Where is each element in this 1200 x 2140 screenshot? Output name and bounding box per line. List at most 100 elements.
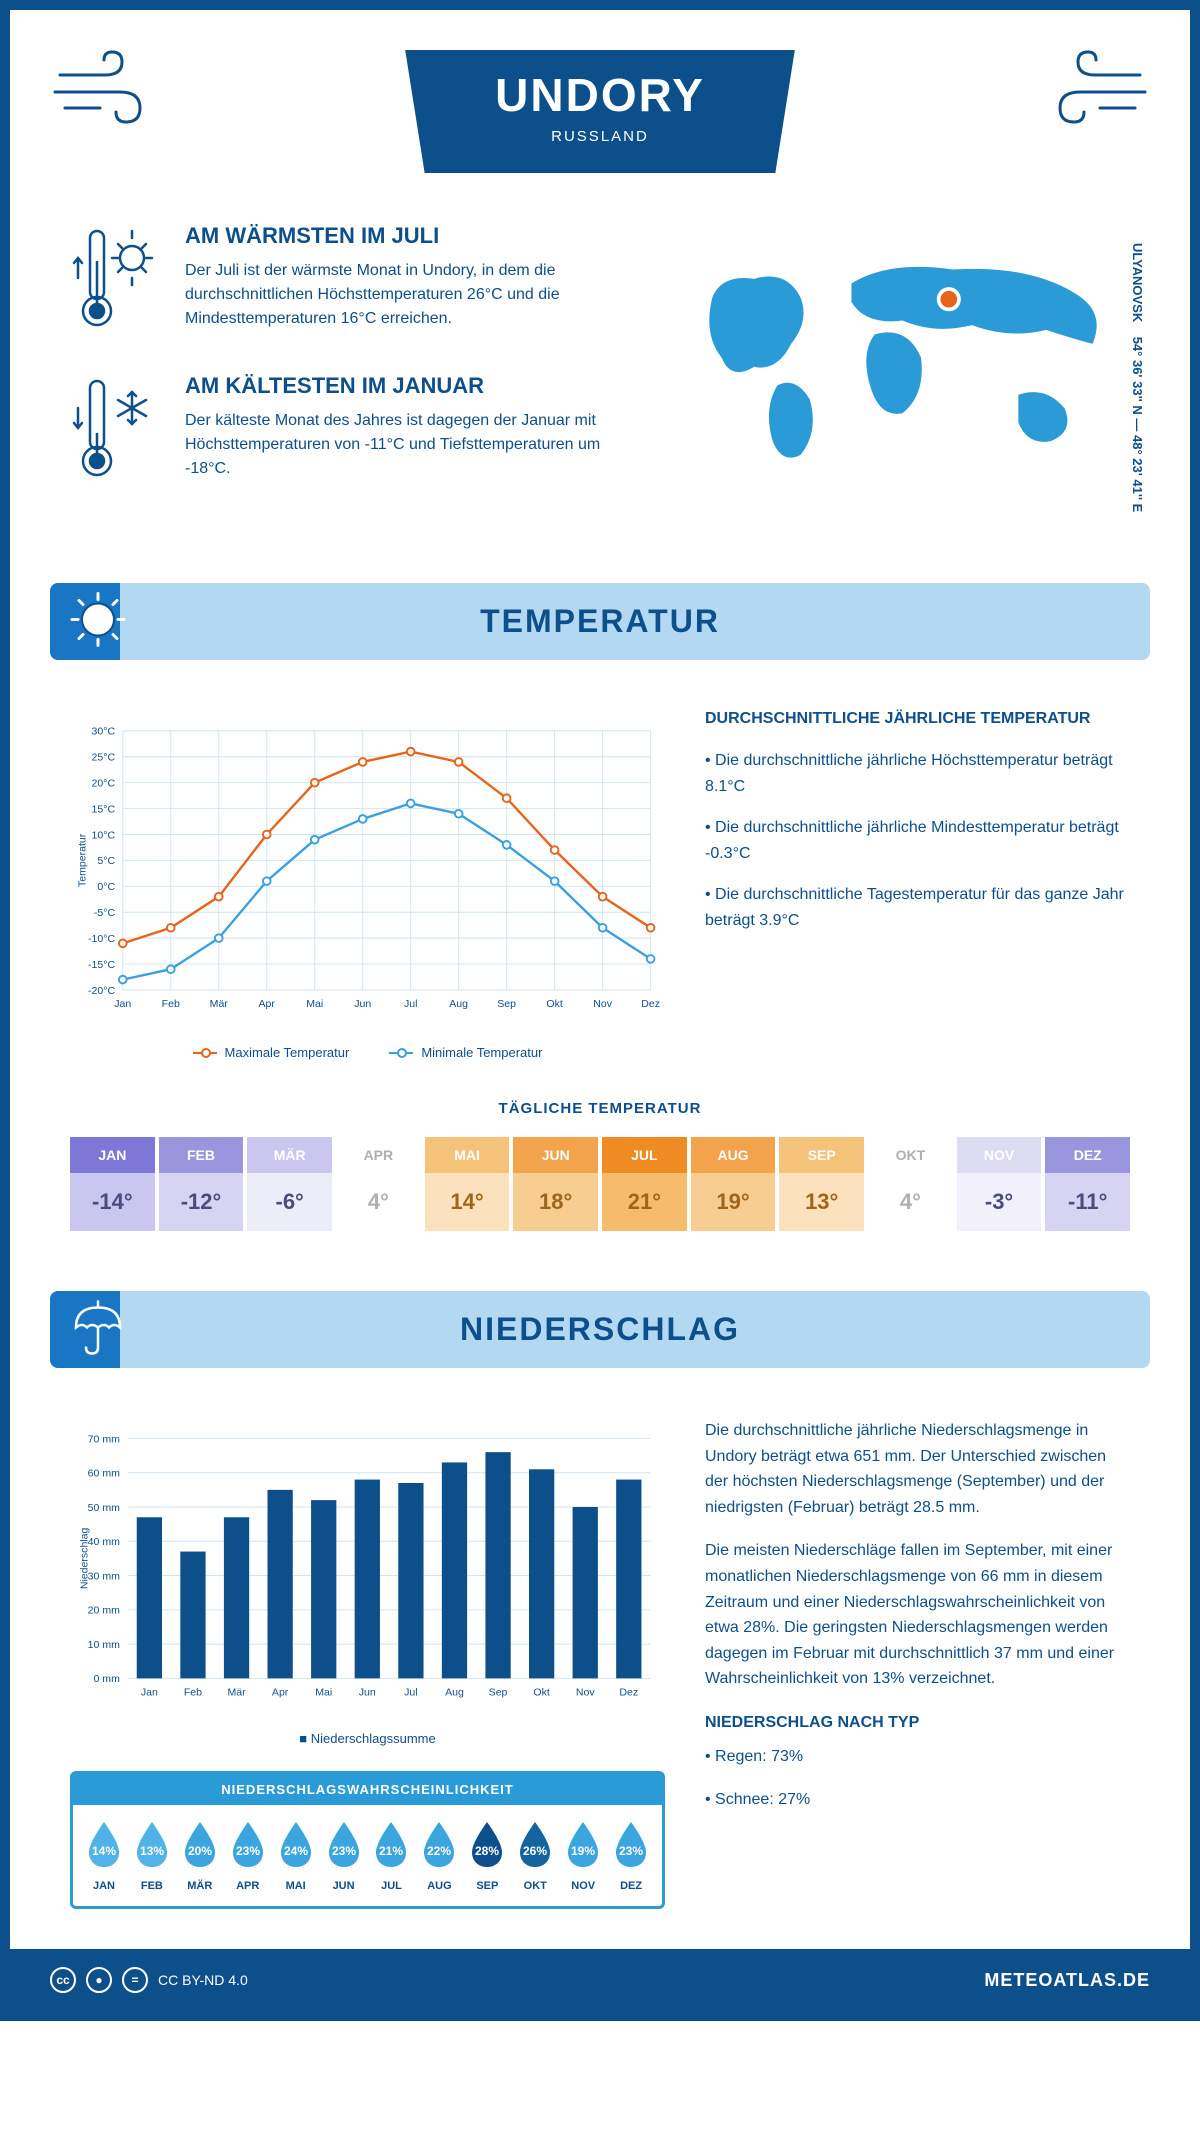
svg-text:Nov: Nov: [576, 1687, 595, 1699]
svg-text:Apr: Apr: [272, 1687, 289, 1699]
svg-text:Dez: Dez: [641, 998, 660, 1010]
svg-text:23%: 23%: [236, 1844, 260, 1858]
svg-text:24%: 24%: [284, 1844, 308, 1858]
thermometer-sun-icon: [70, 223, 160, 338]
month-cell: JAN-14°: [70, 1137, 155, 1231]
svg-text:14%: 14%: [92, 1844, 116, 1858]
svg-text:26%: 26%: [523, 1844, 547, 1858]
svg-text:5°C: 5°C: [97, 855, 115, 867]
sun-icon: [68, 589, 128, 654]
intro-section: AM WÄRMSTEN IM JULI Der Juli ist der wär…: [10, 203, 1190, 563]
city-title: UNDORY: [495, 68, 705, 122]
svg-text:22%: 22%: [427, 1844, 451, 1858]
warm-title: AM WÄRMSTEN IM JULI: [185, 223, 626, 249]
precipitation-header: NIEDERSCHLAG: [50, 1291, 1150, 1368]
svg-text:Jan: Jan: [114, 998, 131, 1010]
thermometer-snow-icon: [70, 373, 160, 488]
temperature-info: DURCHSCHNITTLICHE JÄHRLICHE TEMPERATUR •…: [705, 710, 1130, 1060]
svg-text:Jun: Jun: [354, 998, 371, 1010]
svg-text:Jul: Jul: [404, 1687, 417, 1699]
svg-text:Jul: Jul: [404, 998, 417, 1010]
svg-text:50 mm: 50 mm: [88, 1502, 120, 1514]
nd-icon: =: [122, 1967, 148, 1993]
license: cc ● = CC BY-ND 4.0: [50, 1967, 248, 1993]
header: UNDORY RUSSLAND: [10, 10, 1190, 203]
svg-text:20%: 20%: [188, 1844, 212, 1858]
coordinates: ULYANOVSK 54° 36' 33'' N — 48° 23' 41'' …: [1130, 243, 1145, 512]
bar-chart: 0 mm10 mm20 mm30 mm40 mm50 mm60 mm70 mmJ…: [70, 1418, 665, 1718]
precipitation-body: 0 mm10 mm20 mm30 mm40 mm50 mm60 mm70 mmJ…: [10, 1388, 1190, 1949]
svg-text:20 mm: 20 mm: [88, 1605, 120, 1617]
page: UNDORY RUSSLAND AM WÄRMSTEN IM JULI Der …: [0, 0, 1200, 2021]
month-cell: APR4°: [336, 1137, 421, 1231]
umbrella-icon: [68, 1297, 128, 1362]
month-cell: NOV-3°: [957, 1137, 1042, 1231]
svg-text:10°C: 10°C: [92, 829, 116, 841]
svg-text:Sep: Sep: [489, 1687, 508, 1699]
month-cell: JUL21°: [602, 1137, 687, 1231]
svg-text:30 mm: 30 mm: [88, 1570, 120, 1582]
probability-box: NIEDERSCHLAGSWAHRSCHEINLICHKEIT 14%JAN13…: [70, 1771, 665, 1909]
svg-text:15°C: 15°C: [92, 803, 116, 815]
facts: AM WÄRMSTEN IM JULI Der Juli ist der wär…: [70, 223, 626, 523]
svg-text:10 mm: 10 mm: [88, 1639, 120, 1651]
svg-text:Aug: Aug: [445, 1687, 464, 1699]
month-cell: MAI14°: [425, 1137, 510, 1231]
temperature-header: TEMPERATUR: [50, 583, 1150, 660]
svg-text:Okt: Okt: [533, 1687, 549, 1699]
svg-text:Mär: Mär: [227, 1687, 246, 1699]
svg-text:19%: 19%: [571, 1844, 595, 1858]
svg-text:23%: 23%: [619, 1844, 643, 1858]
by-icon: ●: [86, 1967, 112, 1993]
temperature-legend: Maximale Temperatur Minimale Temperatur: [70, 1045, 665, 1060]
cc-icon: cc: [50, 1967, 76, 1993]
svg-text:Apr: Apr: [259, 998, 276, 1010]
svg-text:25°C: 25°C: [92, 752, 116, 764]
precipitation-title: NIEDERSCHLAG: [50, 1311, 1150, 1348]
drop-cell: 13%FEB: [129, 1819, 175, 1892]
site-name: METEOATLAS.DE: [984, 1970, 1150, 1991]
svg-text:Jun: Jun: [359, 1687, 376, 1699]
svg-text:Mär: Mär: [210, 998, 229, 1010]
title-banner: UNDORY RUSSLAND: [405, 50, 795, 173]
svg-text:Sep: Sep: [497, 998, 516, 1010]
month-cell: AUG19°: [691, 1137, 776, 1231]
svg-text:40 mm: 40 mm: [88, 1536, 120, 1548]
probability-row: 14%JAN13%FEB20%MÄR23%APR24%MAI23%JUN21%J…: [73, 1805, 662, 1906]
svg-text:23%: 23%: [332, 1844, 356, 1858]
svg-text:60 mm: 60 mm: [88, 1468, 120, 1480]
svg-text:Mai: Mai: [306, 998, 323, 1010]
cold-text: Der kälteste Monat des Jahres ist dagege…: [185, 409, 626, 481]
svg-text:20°C: 20°C: [92, 778, 116, 790]
warm-fact: AM WÄRMSTEN IM JULI Der Juli ist der wär…: [70, 223, 626, 338]
svg-text:-5°C: -5°C: [94, 907, 116, 919]
svg-text:Temperatur: Temperatur: [76, 833, 88, 887]
drop-cell: 14%JAN: [81, 1819, 127, 1892]
svg-text:-10°C: -10°C: [88, 933, 115, 945]
cold-fact: AM KÄLTESTEN IM JANUAR Der kälteste Mona…: [70, 373, 626, 488]
footer: cc ● = CC BY-ND 4.0 METEOATLAS.DE: [10, 1949, 1190, 2011]
svg-text:Jan: Jan: [141, 1687, 158, 1699]
temperature-chart: -20°C-15°C-10°C-5°C0°C5°C10°C15°C20°C25°…: [70, 710, 665, 1060]
svg-text:Dez: Dez: [619, 1687, 638, 1699]
svg-text:Mai: Mai: [315, 1687, 332, 1699]
country-subtitle: RUSSLAND: [495, 128, 705, 145]
world-map-icon: [666, 223, 1130, 483]
precipitation-left: 0 mm10 mm20 mm30 mm40 mm50 mm60 mm70 mmJ…: [70, 1418, 665, 1909]
temperature-body: -20°C-15°C-10°C-5°C0°C5°C10°C15°C20°C25°…: [10, 680, 1190, 1080]
drop-cell: 24%MAI: [273, 1819, 319, 1892]
svg-text:13%: 13%: [140, 1844, 164, 1858]
month-cell: DEZ-11°: [1045, 1137, 1130, 1231]
svg-text:-20°C: -20°C: [88, 985, 115, 997]
precipitation-info: Die durchschnittliche jährliche Niedersc…: [705, 1418, 1130, 1909]
map-area: ULYANOVSK 54° 36' 33'' N — 48° 23' 41'' …: [666, 223, 1130, 523]
svg-text:Niederschlag: Niederschlag: [78, 1527, 90, 1589]
warm-text: Der Juli ist der wärmste Monat in Undory…: [185, 259, 626, 331]
daily-temp-grid: JAN-14°FEB-12°MÄR-6°APR4°MAI14°JUN18°JUL…: [70, 1137, 1130, 1231]
cold-title: AM KÄLTESTEN IM JANUAR: [185, 373, 626, 399]
drop-cell: 23%APR: [225, 1819, 271, 1892]
month-cell: FEB-12°: [159, 1137, 244, 1231]
svg-text:30°C: 30°C: [92, 726, 116, 738]
line-chart: -20°C-15°C-10°C-5°C0°C5°C10°C15°C20°C25°…: [70, 710, 665, 1030]
drop-cell: 23%DEZ: [608, 1819, 654, 1892]
